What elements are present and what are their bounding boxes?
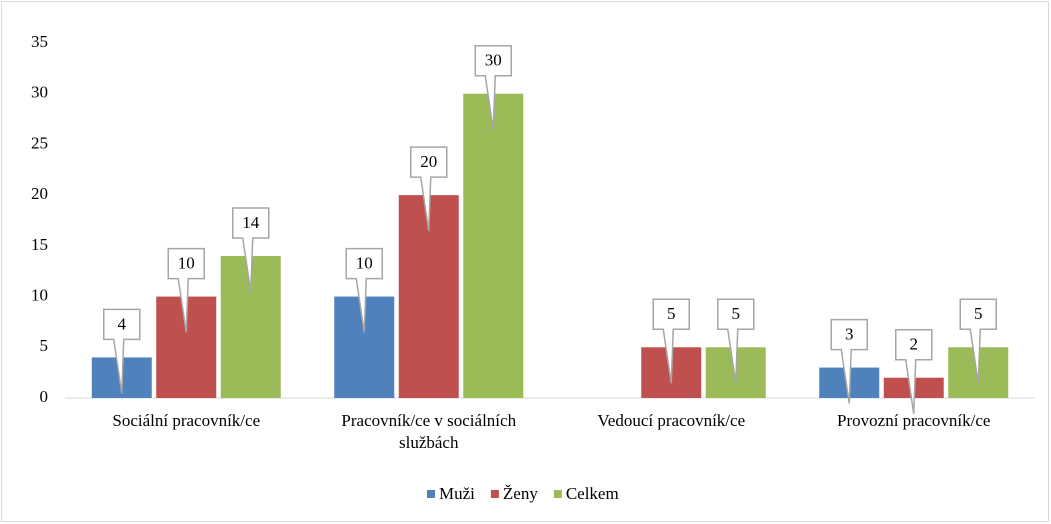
y-tick-label: 25 [31,133,48,152]
y-tick-label: 5 [40,336,49,355]
data-label-callout [345,247,383,333]
y-tick-label: 30 [31,83,48,102]
data-label: 2 [910,335,919,354]
data-label-callout [167,247,205,333]
legend-label: Muži [439,484,475,503]
legend-label: Ženy [503,484,538,503]
data-label-callout [895,328,933,414]
data-label: 30 [485,51,502,70]
data-label-callout [410,146,448,232]
bar [463,93,524,398]
legend-label: Celkem [566,484,619,503]
y-tick-label: 35 [31,32,48,51]
legend-swatch [427,490,435,498]
data-label-callout [232,207,270,293]
data-label: 5 [667,304,676,323]
data-label-callout [652,298,690,384]
data-label-callout [830,318,868,404]
data-label: 5 [732,304,741,323]
legend-swatch [553,490,562,498]
data-label: 5 [974,304,983,323]
x-tick-label: Pracovník/ce v sociálních službách [341,411,517,452]
data-label-callout [474,44,512,130]
data-label: 14 [242,213,260,232]
y-tick-label: 10 [31,285,48,304]
data-label: 4 [118,314,127,333]
y-tick-label: 0 [40,387,49,406]
y-tick-label: 20 [31,184,48,203]
data-label-callout [717,298,755,384]
x-tick-label: Provozní pracovník/ce [837,411,991,430]
data-label-callout [103,308,141,394]
data-label: 3 [845,324,854,343]
data-label-callout [959,298,997,384]
x-tick-label: Sociální pracovník/ce [112,411,261,430]
legend-swatch [490,490,499,498]
y-tick-label: 15 [31,235,48,254]
data-label: 20 [420,152,437,171]
data-label: 10 [356,253,373,272]
x-tick-label: Vedoucí pracovník/ce [597,411,746,430]
data-label: 10 [178,253,195,272]
